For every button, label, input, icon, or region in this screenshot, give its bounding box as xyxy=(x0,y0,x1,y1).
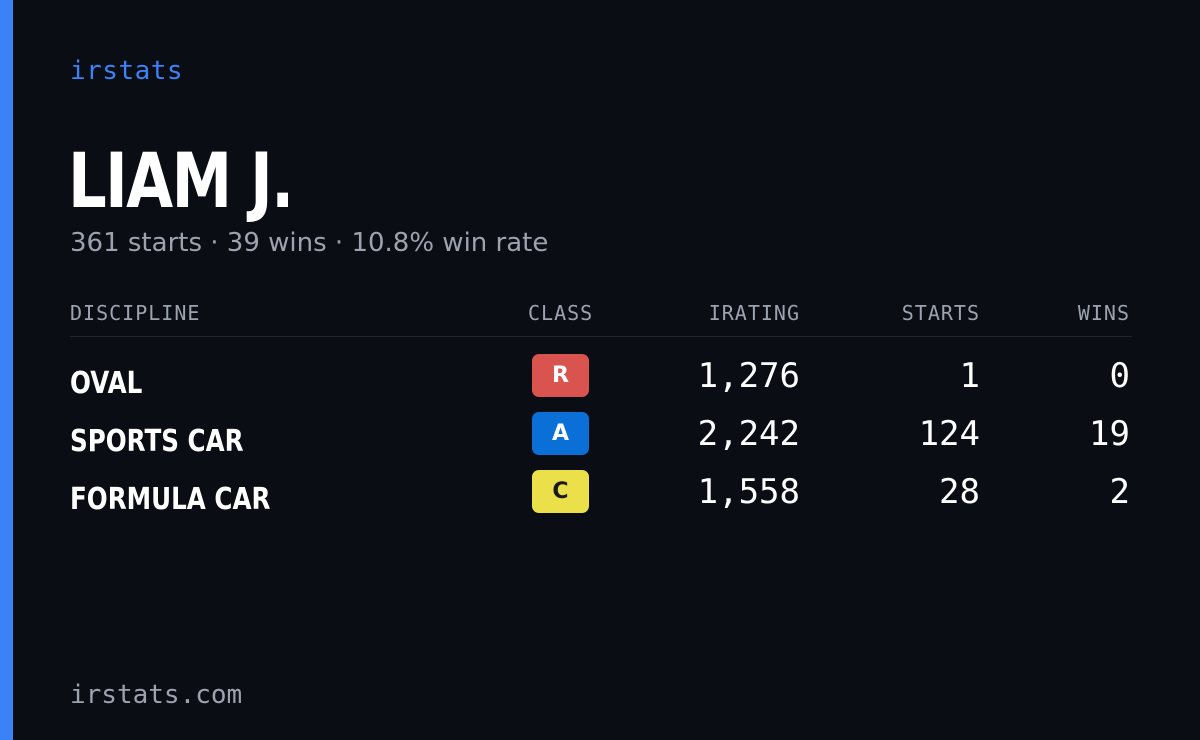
table-row: SPORTS CAR A 2,242 124 19 xyxy=(70,412,1132,464)
header-starts: STARTS xyxy=(901,301,980,325)
wins-value: 19 xyxy=(1089,414,1130,454)
irating-value: 1,558 xyxy=(697,472,800,512)
starts-value: 124 xyxy=(918,414,980,454)
player-summary: 361 starts · 39 wins · 10.8% win rate xyxy=(70,228,549,258)
header-divider xyxy=(70,336,1132,337)
class-badge: R xyxy=(532,354,589,397)
discipline-name: SPORTS CAR xyxy=(70,424,244,459)
starts-value: 1 xyxy=(959,356,980,396)
class-badge: C xyxy=(532,470,589,513)
brand-logo[interactable]: irstats xyxy=(70,56,184,86)
accent-bar xyxy=(0,0,13,740)
irating-value: 1,276 xyxy=(697,356,800,396)
starts-value: 28 xyxy=(939,472,980,512)
wins-value: 2 xyxy=(1109,472,1130,512)
footer-url[interactable]: irstats.com xyxy=(70,680,243,710)
wins-value: 0 xyxy=(1109,356,1130,396)
player-name: LIAM J. xyxy=(68,136,294,225)
header-irating: IRATING xyxy=(708,301,800,325)
irating-value: 2,242 xyxy=(697,414,800,454)
discipline-name: OVAL xyxy=(70,366,143,401)
table-row: FORMULA CAR C 1,558 28 2 xyxy=(70,470,1132,522)
header-wins: WINS xyxy=(1077,301,1130,325)
header-class: CLASS xyxy=(528,301,594,325)
discipline-name: FORMULA CAR xyxy=(70,482,271,517)
class-badge: A xyxy=(532,412,589,455)
table-row: OVAL R 1,276 1 0 xyxy=(70,354,1132,406)
header-discipline: DISCIPLINE xyxy=(70,301,201,325)
